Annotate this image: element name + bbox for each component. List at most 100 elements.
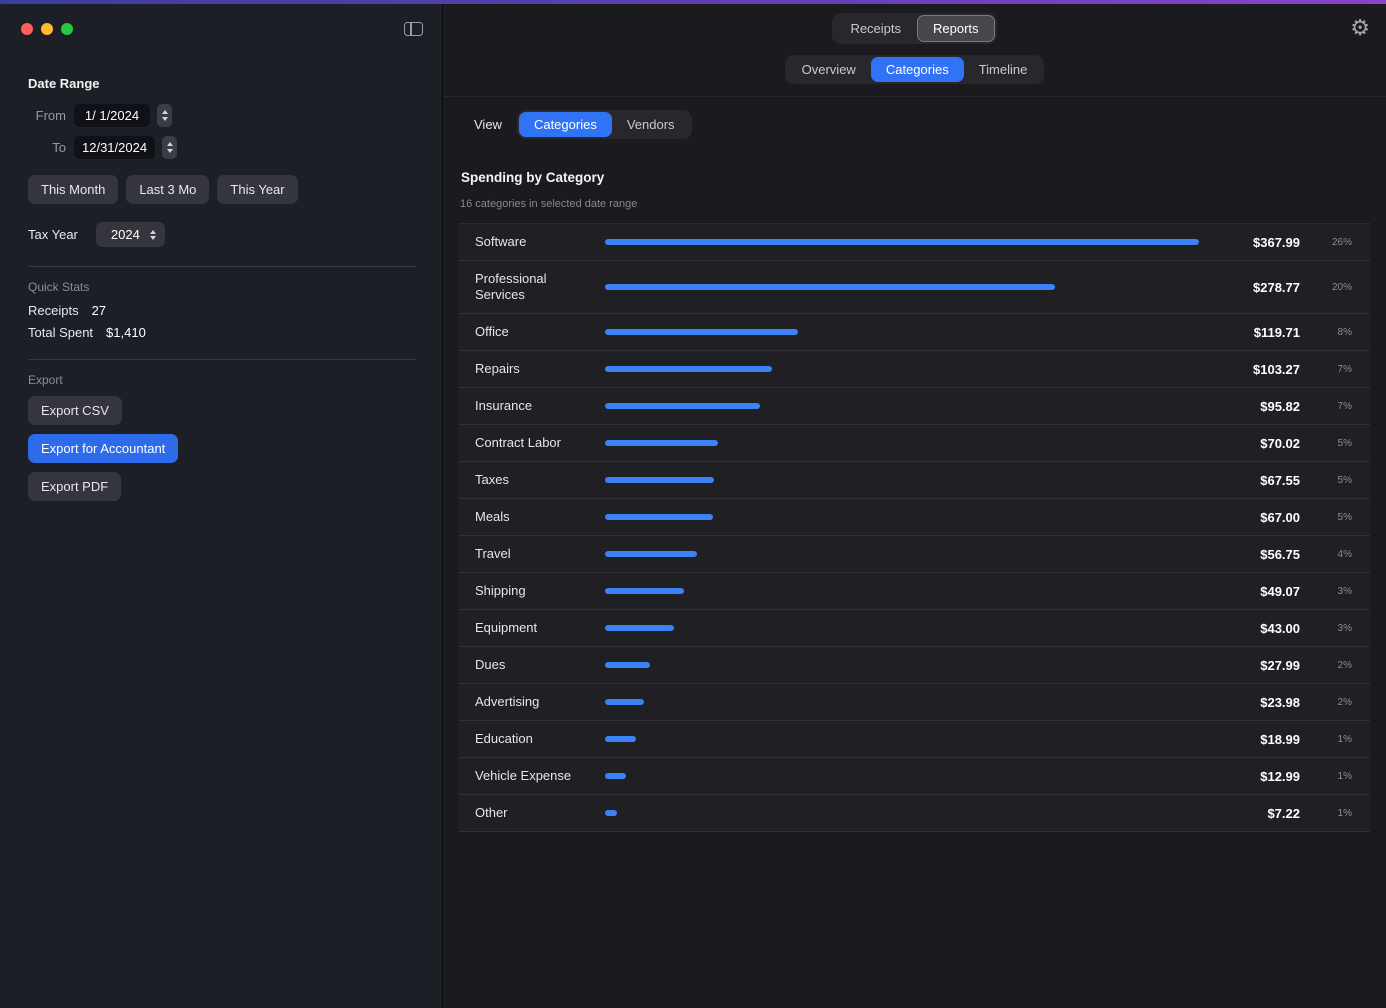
to-date-stepper[interactable] <box>162 136 178 159</box>
export-for-accountant-button[interactable]: Export for Accountant <box>28 434 179 463</box>
category-bar <box>605 477 715 483</box>
category-label: Office <box>475 324 509 339</box>
table-row[interactable]: Office $119.71 8% <box>459 314 1370 351</box>
category-bar <box>605 662 651 668</box>
category-label: Contract Labor <box>475 435 561 450</box>
category-percent: 1% <box>1337 733 1352 745</box>
tab-receipts[interactable]: Receipts <box>834 15 917 42</box>
table-row[interactable]: Travel $56.75 4% <box>459 536 1370 573</box>
table-row[interactable]: Repairs $103.27 7% <box>459 351 1370 388</box>
table-row[interactable]: Equipment $43.00 3% <box>459 610 1370 647</box>
stat-label: Receipts <box>28 303 79 318</box>
export-pdf-button[interactable]: Export PDF <box>28 472 122 501</box>
bar-track <box>605 284 1199 290</box>
category-bar <box>605 551 697 557</box>
stat-row-total-spent: Total Spent $1,410 <box>28 325 416 340</box>
sidebar-divider <box>28 359 416 360</box>
view-categories-option[interactable]: Categories <box>518 112 612 137</box>
last-3-mo-button[interactable]: Last 3 Mo <box>126 175 210 204</box>
bar-track <box>605 514 1199 520</box>
category-amount: $67.55 <box>1260 472 1300 488</box>
table-row[interactable]: Other $7.22 1% <box>459 795 1370 832</box>
bar-track <box>605 440 1199 446</box>
table-row[interactable]: Education $18.99 1% <box>459 721 1370 758</box>
tab-timeline[interactable]: Timeline <box>964 57 1043 82</box>
table-row[interactable]: Software $367.99 26% <box>459 224 1370 261</box>
sidebar-toggle-icon[interactable] <box>401 19 426 39</box>
category-bar <box>605 625 675 631</box>
mode-segmented-control: Receipts Reports <box>832 12 997 44</box>
report-tabs-row: Overview Categories Timeline <box>443 52 1386 96</box>
tax-year-value: 2024 <box>110 227 140 242</box>
table-row[interactable]: Taxes $67.55 5% <box>459 462 1370 499</box>
to-date-field[interactable]: 12/31/2024 <box>73 135 157 160</box>
category-percent: 5% <box>1337 437 1352 449</box>
stat-row-receipts: Receipts 27 <box>28 303 416 318</box>
category-amount: $70.02 <box>1260 435 1300 451</box>
from-date-stepper[interactable] <box>157 104 172 127</box>
zoom-button[interactable] <box>61 23 73 35</box>
category-amount: $95.82 <box>1260 398 1300 414</box>
category-label: Professional Services <box>475 271 547 302</box>
category-amount: $278.77 <box>1253 279 1300 295</box>
table-row[interactable]: Contract Labor $70.02 5% <box>459 425 1370 462</box>
category-bar <box>605 588 685 594</box>
bar-track <box>605 477 1199 483</box>
category-bar <box>605 514 714 520</box>
category-label: Travel <box>475 546 511 561</box>
category-label: Other <box>475 805 508 820</box>
from-date-field[interactable]: 1/ 1/2024 <box>73 103 151 128</box>
category-percent: 26% <box>1331 236 1352 248</box>
tab-reports[interactable]: Reports <box>917 14 995 42</box>
table-row[interactable]: Advertising $23.98 2% <box>459 684 1370 721</box>
category-amount: $103.27 <box>1253 361 1300 377</box>
chevron-down-icon <box>166 149 173 153</box>
category-percent: 8% <box>1337 326 1352 338</box>
report-content: View Categories Vendors Spending by Cate… <box>443 97 1386 1008</box>
minimize-button[interactable] <box>41 23 53 35</box>
quick-stats-title: Quick Stats <box>28 280 90 294</box>
category-label: Shipping <box>475 583 526 598</box>
tax-year-select[interactable]: 2024 <box>95 222 165 247</box>
category-bar <box>605 736 636 742</box>
category-amount: $49.07 <box>1260 583 1300 599</box>
bar-track <box>605 773 1199 779</box>
category-label: Vehicle Expense <box>475 768 572 783</box>
table-row[interactable]: Shipping $49.07 3% <box>459 573 1370 610</box>
table-row[interactable]: Meals $67.00 5% <box>459 499 1370 536</box>
category-percent: 2% <box>1337 659 1352 671</box>
category-percent: 20% <box>1331 281 1352 293</box>
sidebar-divider <box>28 266 416 267</box>
view-vendors-option[interactable]: Vendors <box>612 112 690 137</box>
main-header: Receipts Reports ⚙ Overview Categories T… <box>443 4 1386 97</box>
this-month-button[interactable]: This Month <box>28 175 119 204</box>
category-label: Equipment <box>475 620 538 635</box>
view-label: View <box>474 117 502 132</box>
this-year-button[interactable]: This Year <box>217 175 298 204</box>
table-row[interactable]: Vehicle Expense $12.99 1% <box>459 758 1370 795</box>
category-bar <box>605 329 799 335</box>
bar-track <box>605 329 1199 335</box>
table-row[interactable]: Professional Services $278.77 20% <box>459 261 1370 314</box>
category-percent: 7% <box>1337 400 1352 412</box>
category-percent: 5% <box>1337 474 1352 486</box>
stat-label: Total Spent <box>28 325 94 340</box>
bar-track <box>605 551 1199 557</box>
table-row[interactable]: Insurance $95.82 7% <box>459 388 1370 425</box>
category-amount: $367.99 <box>1253 234 1300 250</box>
tab-overview[interactable]: Overview <box>787 57 871 82</box>
window-top-edge <box>0 0 1386 4</box>
category-label: Repairs <box>475 361 520 376</box>
table-row[interactable]: Dues $27.99 2% <box>459 647 1370 684</box>
tab-categories[interactable]: Categories <box>870 57 964 82</box>
export-csv-button[interactable]: Export CSV <box>28 396 122 425</box>
from-date-row: From 1/ 1/2024 <box>28 103 416 128</box>
section-subtitle: 16 categories in selected date range <box>460 198 638 210</box>
close-button[interactable] <box>21 23 33 35</box>
category-table: Software $367.99 26% Professional Servic… <box>459 223 1370 832</box>
category-bar <box>605 366 772 372</box>
gear-icon[interactable]: ⚙ <box>1350 15 1370 40</box>
bar-track <box>605 239 1199 245</box>
category-label: Education <box>475 731 533 746</box>
